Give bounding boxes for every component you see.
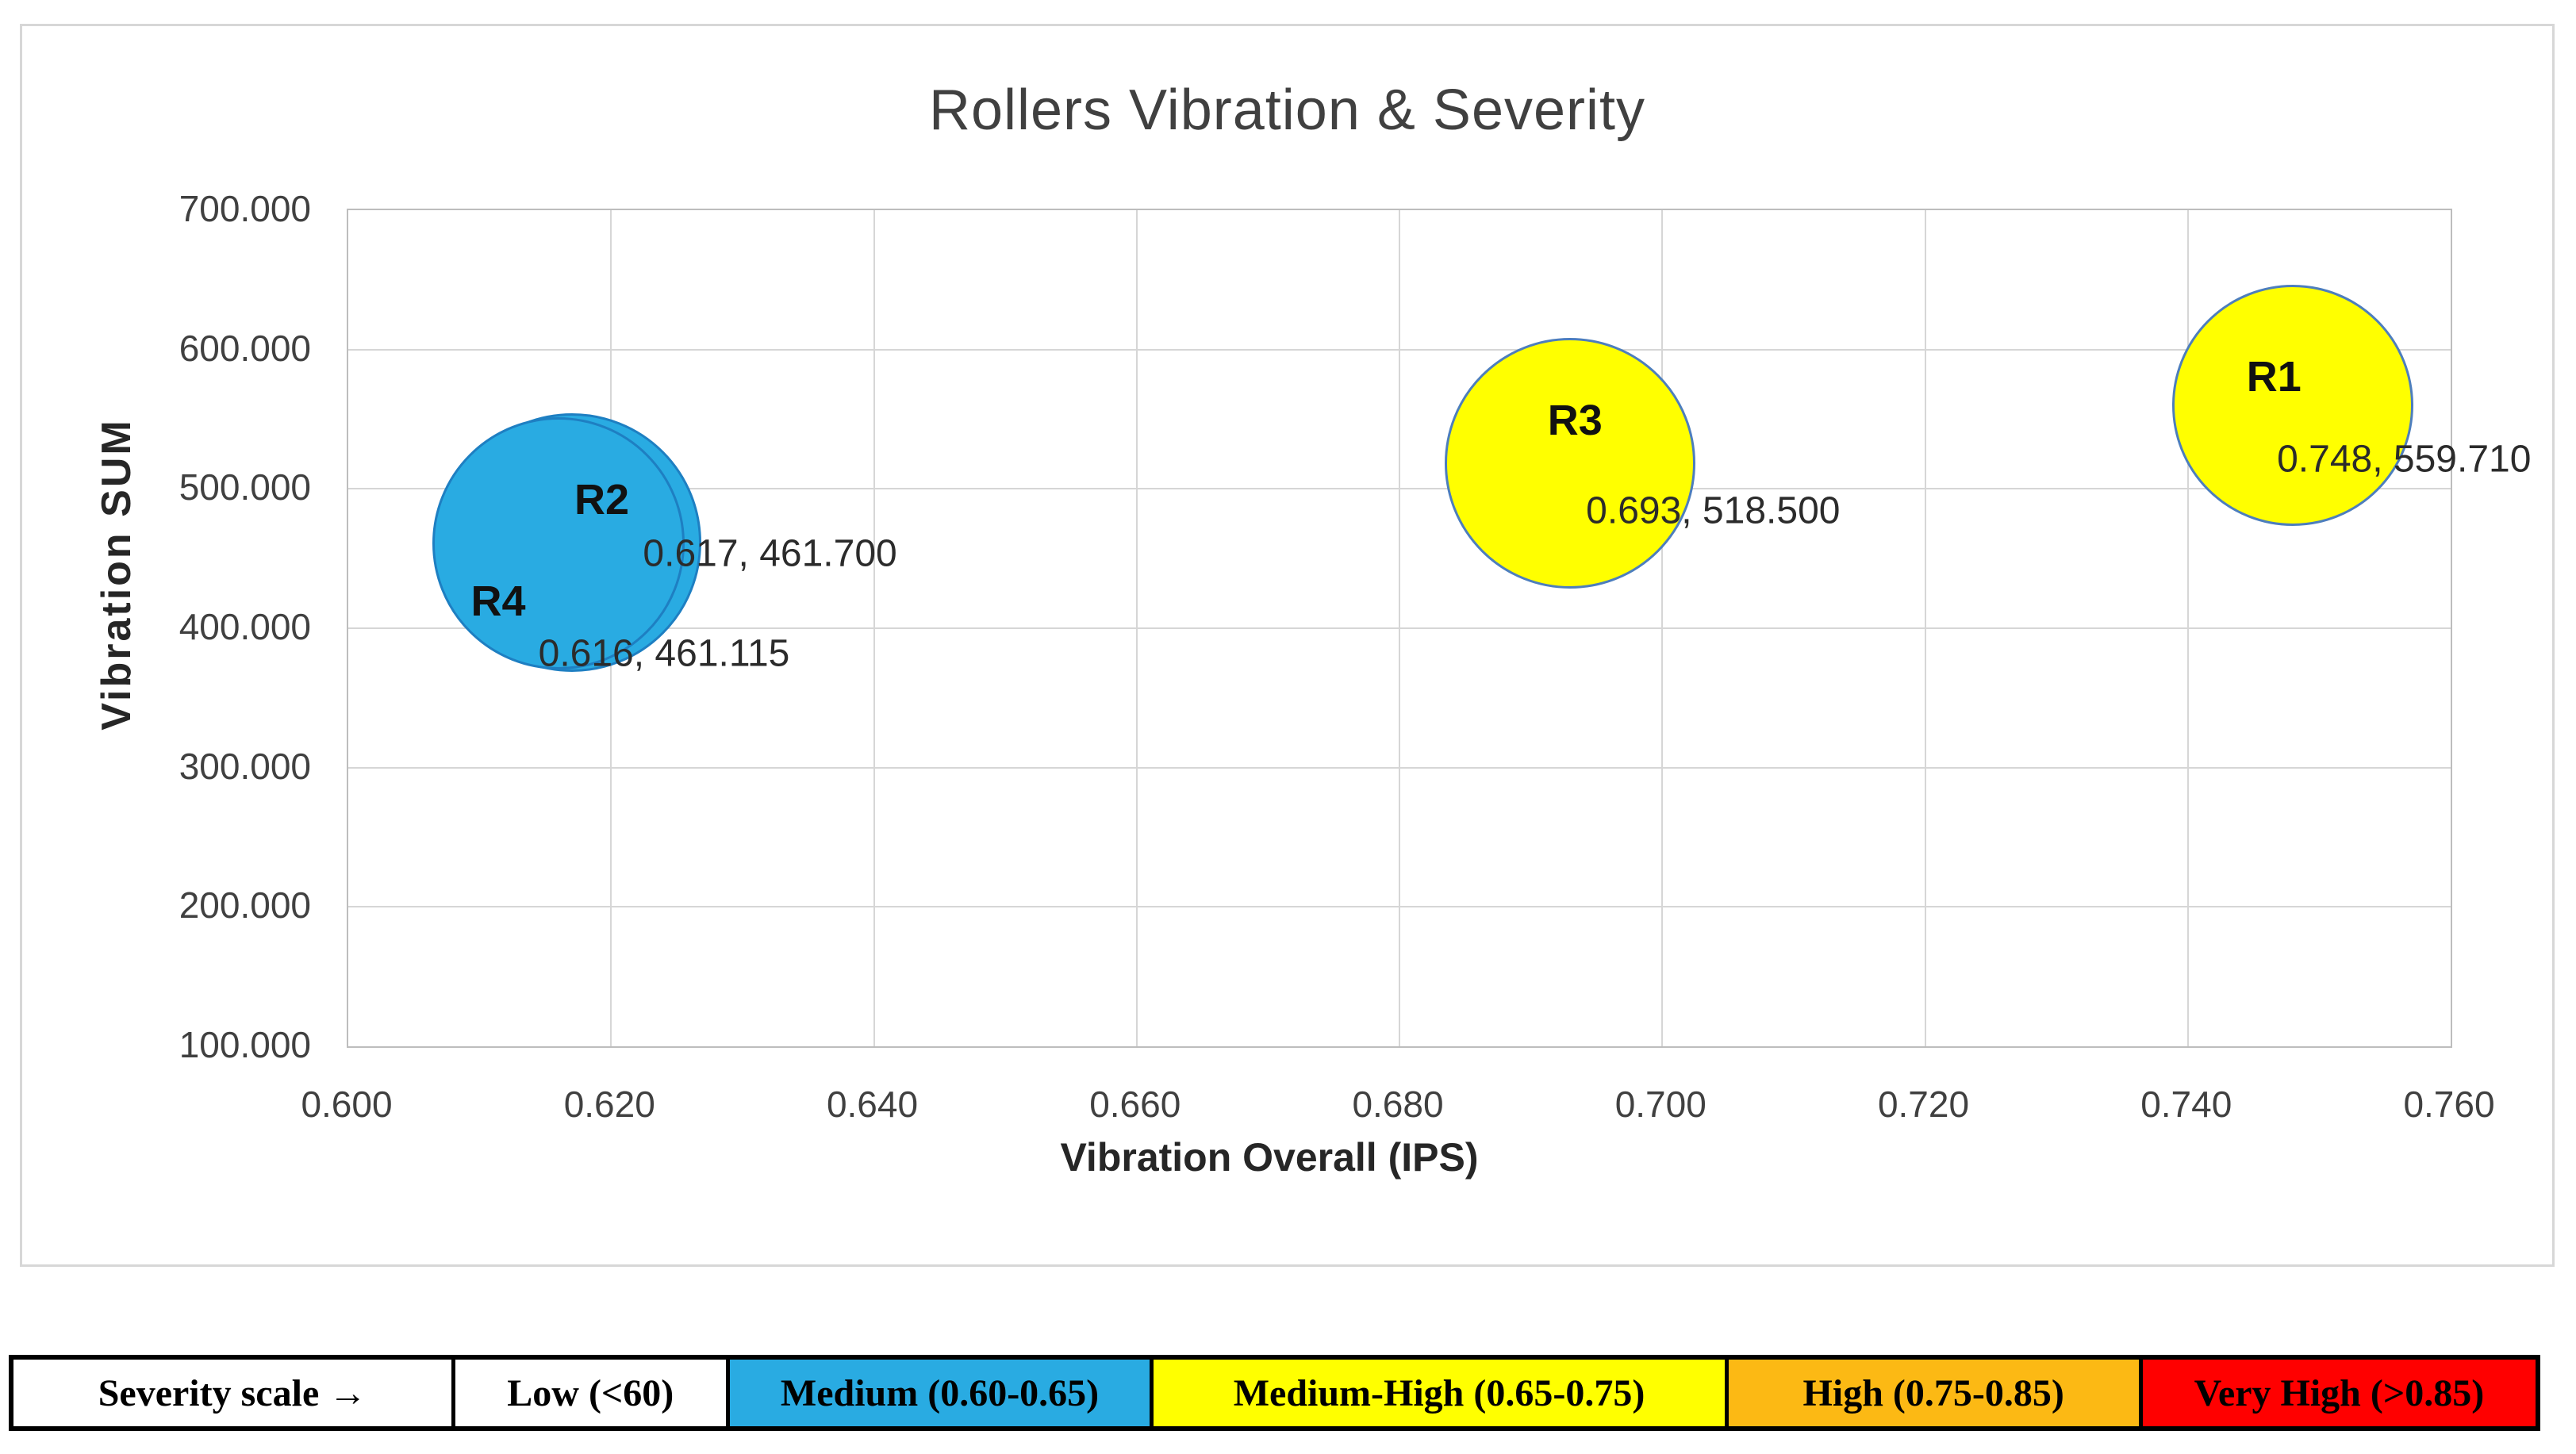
x-tick-label: 0.620 xyxy=(563,1084,655,1125)
bubble-value-label-r1: 0.748, 559.710 xyxy=(2277,438,2532,481)
severity-cell-label: Severity scale → xyxy=(98,1372,367,1414)
severity-cell-label: Very High (>0.85) xyxy=(2194,1372,2485,1414)
severity-cell-header: Severity scale → xyxy=(13,1360,455,1426)
bubble-value-label-r2: 0.617, 461.700 xyxy=(643,532,897,575)
x-tick-label: 0.660 xyxy=(1089,1084,1181,1125)
y-tick-label: 200.000 xyxy=(179,884,311,926)
severity-cell-label: Medium (0.60-0.65) xyxy=(780,1372,1100,1414)
plot-area: R2 0.617, 461.700 R4 0.616, 461.115 R3 0.693,… xyxy=(347,209,2531,1048)
bubble-r4[interactable] xyxy=(432,416,685,669)
x-tick-label: 0.600 xyxy=(301,1084,393,1125)
bubble-name-label-r2: R2 xyxy=(574,475,630,524)
severity-cell-label: Low (<60) xyxy=(507,1372,674,1414)
gridline-horizontal xyxy=(348,766,2451,769)
bubble-r1[interactable] xyxy=(2172,285,2414,527)
bubble-name-label-r1: R1 xyxy=(2246,353,2302,401)
severity-cell-medium-high: Medium-High (0.65-0.75) xyxy=(1154,1360,1729,1426)
x-tick-label: 0.740 xyxy=(2140,1084,2232,1125)
y-tick-label: 500.000 xyxy=(179,466,311,508)
severity-cell-medium: Medium (0.60-0.65) xyxy=(729,1360,1154,1426)
gridline-horizontal xyxy=(348,627,2451,629)
severity-cell-high: High (0.75-0.85) xyxy=(1728,1360,2143,1426)
chart-title: Rollers Vibration & Severity xyxy=(928,79,1646,142)
x-tick-label: 0.640 xyxy=(826,1084,919,1125)
x-tick-label: 0.720 xyxy=(1877,1084,1970,1125)
severity-cell-label: Medium-High (0.65-0.75) xyxy=(1233,1372,1645,1414)
y-tick-label: 600.000 xyxy=(179,327,311,369)
x-tick-label: 0.700 xyxy=(1614,1084,1706,1125)
bubble-value-label-r4: 0.616, 461.115 xyxy=(538,632,790,675)
x-tick-label: 0.680 xyxy=(1352,1084,1444,1125)
gridline-horizontal xyxy=(348,348,2451,351)
x-axis-title: Vibration Overall (IPS) xyxy=(1060,1135,1479,1180)
bubble-name-label-r4: R4 xyxy=(470,577,526,625)
bubble-r3[interactable] xyxy=(1445,337,1696,589)
gridline-horizontal xyxy=(348,906,2451,908)
chart-area xyxy=(20,24,2555,1267)
severity-scale-table: Severity scale → Low (<60) Medium (0.60-… xyxy=(9,1355,2540,1431)
bubble-name-label-r3: R3 xyxy=(1547,396,1603,444)
severity-cell-very-high: Very High (>0.85) xyxy=(2142,1360,2536,1426)
y-tick-label: 300.000 xyxy=(179,745,311,787)
severity-cell-label: High (0.75-0.85) xyxy=(1802,1372,2064,1414)
y-tick-label: 400.000 xyxy=(179,606,311,647)
severity-cell-low: Low (<60) xyxy=(455,1360,730,1426)
gridline-horizontal xyxy=(348,488,2451,490)
y-tick-label: 100.000 xyxy=(179,1024,311,1065)
x-tick-label: 0.760 xyxy=(2403,1084,2495,1125)
bubble-value-label-r3: 0.693, 518.500 xyxy=(1586,489,1841,532)
y-tick-label: 700.000 xyxy=(179,188,311,229)
